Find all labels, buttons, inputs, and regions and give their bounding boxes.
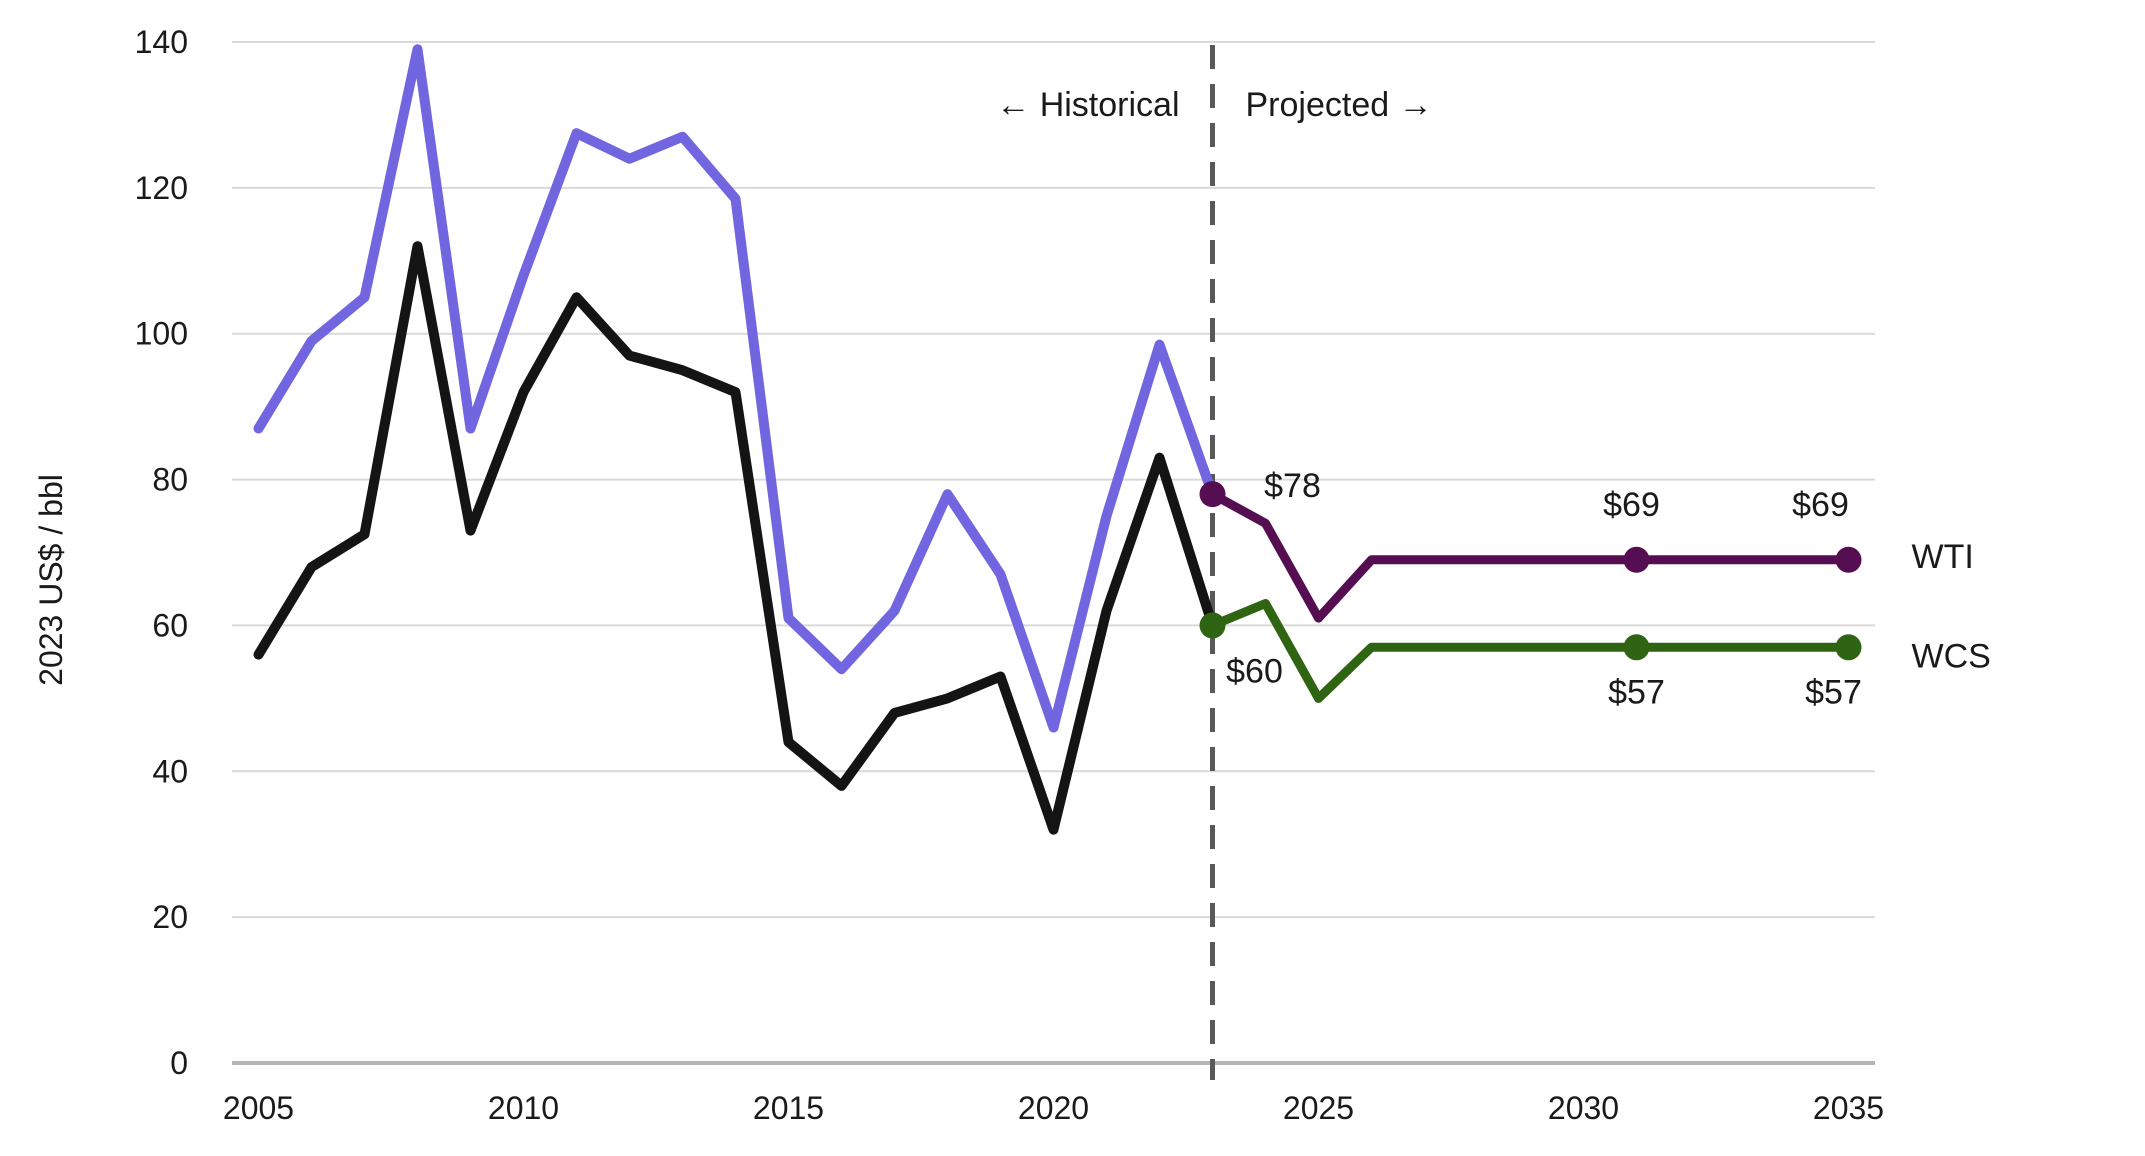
y-axis-title: 2023 US$ / bbl (33, 474, 69, 686)
value-annotation: $57 (1805, 673, 1862, 711)
x-tick-label: 2015 (753, 1090, 824, 1126)
y-axis-tick-labels: 0 20 40 60 80 100 120 140 (135, 24, 188, 1081)
y-tick-label: 0 (170, 1045, 188, 1081)
value-annotation: $60 (1226, 652, 1283, 690)
marker-wti-projected-2023 (1199, 481, 1226, 508)
y-tick-label: 100 (135, 316, 188, 352)
marker-wti-projected-2031 (1623, 546, 1650, 573)
historical-region-label: ← Historical (996, 86, 1179, 124)
value-annotation: $57 (1608, 673, 1665, 711)
value-annotation: $78 (1264, 467, 1321, 505)
y-tick-label: 20 (152, 899, 188, 935)
series-line-wti-historical (253, 44, 1218, 733)
x-tick-label: 2035 (1813, 1090, 1884, 1126)
x-axis-tick-labels: 2005 2010 2015 2020 2025 2030 2035 (223, 1090, 1884, 1126)
line-label-wti: WTI (1912, 538, 1974, 576)
x-tick-label: 2030 (1548, 1090, 1619, 1126)
series-line-wti-projected (1208, 489, 1853, 623)
x-tick-label: 2010 (488, 1090, 559, 1126)
y-tick-label: 60 (152, 607, 188, 643)
series-line-wcs-projected (1208, 599, 1853, 703)
y-tick-label: 40 (152, 753, 188, 789)
projected-region-label: Projected → (1246, 86, 1433, 124)
x-tick-label: 2025 (1283, 1090, 1354, 1126)
x-tick-label: 2020 (1018, 1090, 1089, 1126)
marker-wcs-projected-2023 (1199, 612, 1226, 639)
y-tick-label: 140 (135, 24, 188, 60)
value-annotation: $69 (1792, 486, 1849, 524)
marker-wcs-projected-2031 (1623, 634, 1650, 661)
marker-wcs-projected-2035 (1835, 634, 1862, 661)
y-tick-label: 80 (152, 462, 188, 498)
x-tick-label: 2005 (223, 1090, 294, 1126)
series-line-wcs-historical (253, 241, 1218, 835)
line-label-wcs: WCS (1912, 637, 1991, 675)
value-annotation: $69 (1603, 486, 1660, 524)
y-tick-label: 120 (135, 170, 188, 206)
marker-wti-projected-2035 (1835, 546, 1862, 573)
